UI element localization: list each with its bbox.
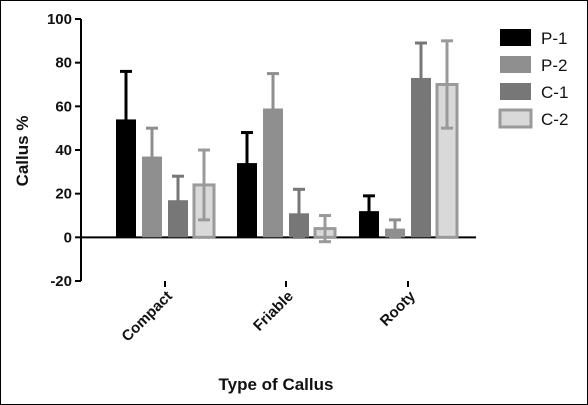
legend-swatch [500,83,531,100]
y-axis-title: Callus % [13,116,32,187]
x-tick-label: Rooty [377,287,420,330]
legend-label: P-2 [541,56,567,75]
y-tick-label: -20 [50,273,72,290]
legend-swatch [498,108,533,129]
bar [263,108,283,238]
legend-swatch [500,29,531,46]
y-tick-label: 40 [55,142,72,159]
x-axis-title: Type of Callus [219,375,334,394]
legend-label: C-2 [541,110,568,129]
y-tick-label: 0 [64,229,72,246]
x-tick-label: Friable [250,288,297,335]
bar [411,77,431,238]
legend-label: P-1 [541,29,567,48]
y-tick-label: 20 [55,186,72,203]
legend-swatch [500,56,531,73]
bar [116,119,136,238]
bar [142,156,162,238]
y-tick-label: 100 [47,11,72,28]
bar [237,163,257,238]
legend-label: C-1 [541,83,568,102]
x-tick-label: Compact [118,288,175,345]
y-tick-label: 60 [55,98,72,115]
y-tick-label: 80 [55,55,72,72]
